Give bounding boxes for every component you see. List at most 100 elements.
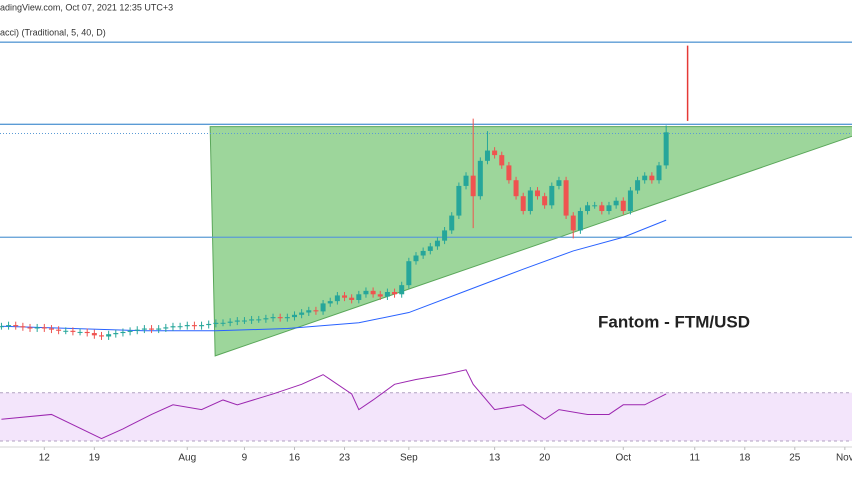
- candle-body: [199, 325, 205, 327]
- triangle-pattern: [209, 126, 852, 357]
- candle-body: [6, 325, 12, 327]
- candle-body: [556, 180, 562, 186]
- x-tick-label: Oct: [615, 453, 631, 464]
- x-tick-label: 25: [789, 453, 801, 464]
- candle-body: [113, 333, 119, 335]
- candle-body: [592, 205, 598, 207]
- candle-body: [577, 211, 583, 231]
- candle-body: [549, 185, 555, 206]
- candle-body: [356, 294, 362, 300]
- candle-body: [442, 230, 448, 241]
- candle-body: [492, 150, 498, 156]
- x-tick-label: 12: [39, 453, 51, 464]
- candle-body: [41, 327, 47, 329]
- candle-body: [256, 319, 262, 321]
- candle-body: [327, 301, 333, 304]
- candle-body: [48, 328, 54, 330]
- candle-body: [299, 312, 305, 315]
- candle-body: [0, 326, 4, 328]
- candle-body: [420, 250, 426, 256]
- indicator-label: acci) (Traditional, 5, 40, D): [0, 27, 106, 37]
- candle-body: [270, 317, 276, 319]
- candle-body: [542, 196, 548, 206]
- candle-body: [234, 320, 240, 322]
- x-tick-label: 19: [89, 453, 101, 464]
- candle-body: [220, 322, 226, 324]
- candle-body: [406, 261, 412, 286]
- candle-body: [84, 331, 90, 334]
- rsi-line: [1, 369, 667, 440]
- candle-body: [613, 200, 619, 206]
- chart-header: adingView.com, Oct 07, 2021 12:35 UTC+3: [0, 2, 173, 12]
- candle-body: [599, 205, 605, 212]
- candle-body: [477, 160, 483, 197]
- chart-annotation: Fantom - FTM/USD: [598, 312, 750, 331]
- x-tick-label: Sep: [400, 453, 418, 464]
- candle-body: [413, 255, 419, 262]
- candle-body: [106, 334, 112, 337]
- candle-body: [456, 185, 462, 216]
- candle-body: [663, 132, 669, 166]
- candle-body: [277, 317, 283, 319]
- candle-body: [149, 328, 155, 330]
- candle-body: [384, 292, 390, 297]
- candle-body: [34, 327, 40, 329]
- candle-body: [349, 297, 355, 300]
- candle-body: [291, 314, 297, 318]
- candle-body: [513, 180, 519, 197]
- candle-body: [98, 335, 104, 337]
- candle-body: [434, 240, 440, 247]
- candle-body: [63, 330, 69, 332]
- candle-body: [141, 328, 147, 330]
- candle-body: [313, 310, 319, 312]
- candle-body: [449, 215, 455, 231]
- candle-body: [399, 285, 405, 295]
- candle-body: [263, 318, 269, 320]
- candle-body: [249, 319, 255, 321]
- candle-body: [334, 295, 340, 302]
- candle-body: [227, 321, 233, 323]
- x-tick-label: 9: [242, 453, 248, 464]
- candle-body: [620, 200, 626, 212]
- candle-body: [585, 205, 591, 212]
- candle-body: [635, 180, 641, 191]
- candle-body: [520, 196, 526, 212]
- x-tick-label: 13: [489, 453, 501, 464]
- candle-body: [470, 175, 476, 197]
- candle-body: [463, 175, 469, 186]
- candle-body: [77, 331, 83, 333]
- candle-body: [191, 325, 197, 327]
- candle-body: [656, 165, 662, 181]
- candle-body: [484, 150, 490, 161]
- x-tick-label: Nov: [836, 453, 852, 464]
- rsi-band: [0, 392, 852, 441]
- candle-body: [649, 175, 655, 181]
- candle-body: [177, 326, 183, 328]
- x-tick-label: 11: [690, 453, 701, 464]
- candle-body: [27, 327, 33, 329]
- candle-body: [506, 165, 512, 181]
- candle-body: [606, 205, 612, 212]
- candle-body: [563, 180, 569, 216]
- candle-body: [342, 295, 348, 298]
- candle-body: [392, 292, 398, 295]
- x-tick-label: 23: [339, 453, 351, 464]
- x-tick-label: 16: [289, 453, 301, 464]
- candle-body: [570, 215, 576, 231]
- candle-body: [627, 190, 633, 212]
- candle-body: [184, 325, 190, 327]
- candle-body: [120, 331, 126, 334]
- candle-body: [527, 190, 533, 212]
- candle-body: [163, 327, 169, 329]
- moving-average: [1, 219, 667, 332]
- candle-body: [91, 333, 97, 336]
- candle-body: [213, 322, 219, 324]
- candle-body: [499, 155, 505, 166]
- candle-body: [306, 310, 312, 313]
- candle-body: [56, 329, 62, 331]
- candle-body: [13, 325, 19, 327]
- candle-body: [206, 323, 212, 326]
- candle-body: [170, 326, 176, 328]
- candle-body: [370, 290, 376, 295]
